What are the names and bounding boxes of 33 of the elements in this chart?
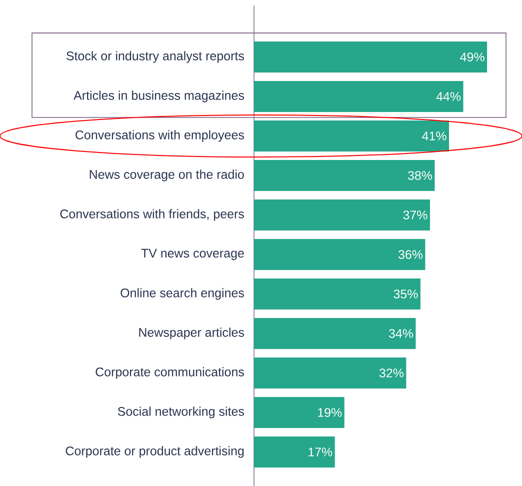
y-tick-label: TV news coverage — [141, 248, 244, 260]
bar — [254, 199, 430, 230]
data-label: 44% — [436, 92, 461, 101]
bar — [254, 80, 464, 112]
bar — [254, 318, 416, 349]
y-tick-label: Conversations with employees — [76, 130, 244, 142]
y-tick-label: Corporate communications — [96, 367, 244, 379]
bar — [254, 238, 426, 270]
bar — [254, 160, 435, 191]
bar — [254, 120, 449, 152]
data-label: 32% — [379, 368, 404, 378]
bar — [254, 396, 344, 428]
data-label: 37% — [403, 210, 428, 220]
y-tick-label: Social networking sites — [118, 406, 244, 418]
data-label: 36% — [398, 250, 423, 259]
bar — [254, 278, 420, 310]
y-tick-label: Online search engines — [120, 288, 244, 300]
data-label: 17% — [308, 448, 332, 456]
data-label: 19% — [318, 408, 342, 417]
bar — [254, 357, 406, 388]
y-tick-label: Stock or industry analyst reports — [66, 51, 244, 63]
data-label: 38% — [408, 171, 432, 180]
data-label: 34% — [388, 329, 414, 338]
data-label: 41% — [422, 132, 446, 140]
y-tick-label: Conversations with friends, peers — [60, 209, 244, 221]
data-label: 49% — [460, 52, 484, 62]
bar — [254, 436, 335, 468]
y-tick-label: News coverage on the radio — [90, 170, 244, 182]
y-tick-label: Corporate or product advertising — [66, 446, 244, 458]
y-tick-label: Newspaper articles — [139, 328, 244, 340]
bar — [254, 41, 488, 72]
data-label: 35% — [394, 290, 418, 298]
y-tick-label: Articles in business magazines — [74, 90, 244, 102]
